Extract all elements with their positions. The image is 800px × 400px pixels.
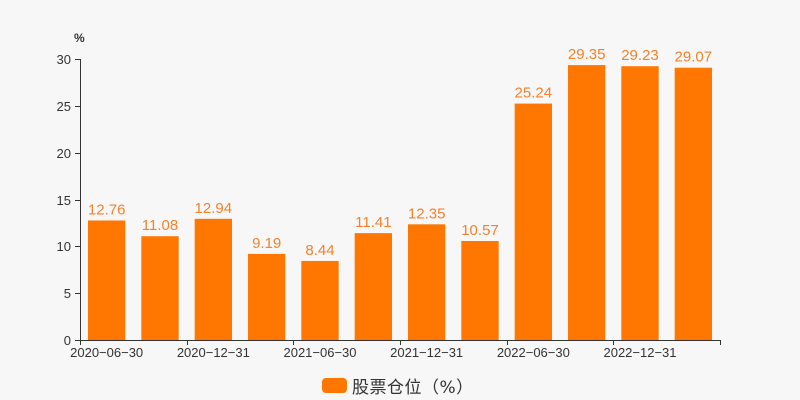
y-tick-label: 10 [57, 239, 71, 254]
y-tick-label: 0 [64, 333, 71, 348]
bar-value-label: 29.23 [621, 47, 659, 64]
bar-value-label: 11.08 [142, 217, 178, 234]
bar[interactable] [354, 233, 392, 340]
bar[interactable] [514, 103, 552, 341]
bar-value-label: 12.35 [408, 205, 446, 222]
bar-value-label: 29.35 [568, 46, 606, 63]
bar[interactable] [674, 67, 712, 340]
bar[interactable] [248, 253, 286, 340]
bar[interactable] [194, 218, 232, 340]
y-tick-label: 5 [64, 286, 71, 301]
bar[interactable] [141, 236, 179, 340]
legend-label: 股票仓位（%） [352, 377, 474, 398]
x-tick-label: 2021−06−30 [283, 345, 356, 360]
bars: 12.76 11.08 12.94 9.19 8.44 11.41 12.35 10.57 25… [88, 46, 713, 341]
x-tick-label: 2020−06−30 [70, 345, 143, 360]
x-tick-label: 2022−06−30 [497, 345, 570, 360]
bar[interactable] [88, 220, 126, 340]
bar[interactable] [301, 260, 339, 340]
y-tick-label: 20 [57, 146, 71, 161]
x-tick-label: 2022−12−31 [603, 345, 676, 360]
bar-value-label: 12.94 [195, 200, 233, 217]
y-tick-label: 30 [57, 52, 71, 67]
y-axis: 0 5 10 15 20 25 30 [57, 52, 81, 348]
y-tick-label: 25 [57, 99, 71, 114]
legend-swatch [322, 377, 347, 393]
x-tick-label: 2020−12−31 [177, 345, 250, 360]
bar[interactable] [461, 240, 499, 340]
x-tick-label: 2021−12−31 [390, 345, 463, 360]
x-axis: 2020−06−30 2020−12−31 2021−06−30 2021−12−31… [70, 340, 721, 360]
bar[interactable] [408, 224, 446, 340]
bar-value-label: 25.24 [515, 85, 553, 102]
y-axis-unit: % [74, 31, 85, 45]
bar[interactable] [621, 66, 659, 340]
y-tick-label: 15 [57, 193, 71, 208]
legend[interactable]: 股票仓位（%） [322, 374, 474, 398]
bar-value-label: 9.19 [252, 235, 281, 252]
bar-value-label: 8.44 [305, 242, 334, 259]
bar-value-label: 12.76 [88, 201, 126, 218]
bar-value-label: 29.07 [675, 49, 713, 66]
bar-value-label: 11.41 [355, 214, 391, 231]
bar-value-label: 10.57 [461, 222, 499, 239]
bar[interactable] [568, 65, 606, 341]
